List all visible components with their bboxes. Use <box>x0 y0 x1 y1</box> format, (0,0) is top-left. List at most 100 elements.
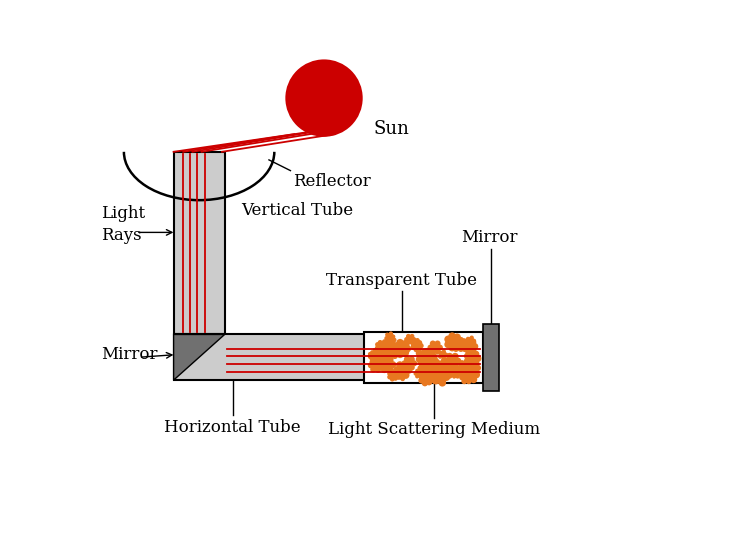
Text: Light: Light <box>101 205 145 222</box>
Circle shape <box>405 366 413 374</box>
Circle shape <box>462 379 467 384</box>
Circle shape <box>468 369 475 376</box>
Circle shape <box>433 377 437 381</box>
Circle shape <box>429 375 433 379</box>
Circle shape <box>451 362 459 369</box>
Circle shape <box>464 357 471 364</box>
Circle shape <box>411 339 415 344</box>
Circle shape <box>388 371 398 380</box>
Circle shape <box>443 373 450 381</box>
Circle shape <box>462 338 467 343</box>
Circle shape <box>437 361 444 368</box>
Circle shape <box>391 338 396 342</box>
Circle shape <box>415 369 419 373</box>
Circle shape <box>370 350 374 354</box>
Circle shape <box>370 360 374 364</box>
Circle shape <box>396 350 404 358</box>
Circle shape <box>454 357 462 364</box>
Circle shape <box>399 347 407 356</box>
Circle shape <box>413 372 418 376</box>
Circle shape <box>425 353 431 360</box>
Circle shape <box>472 359 479 366</box>
Circle shape <box>394 341 408 355</box>
Circle shape <box>418 369 423 373</box>
Circle shape <box>392 372 397 376</box>
Circle shape <box>424 359 431 366</box>
Circle shape <box>451 353 459 360</box>
Circle shape <box>377 362 383 368</box>
Circle shape <box>401 360 407 367</box>
Circle shape <box>375 346 380 350</box>
Circle shape <box>418 377 425 383</box>
Circle shape <box>398 375 402 379</box>
Circle shape <box>426 379 432 386</box>
Circle shape <box>384 347 390 353</box>
Circle shape <box>396 372 404 379</box>
Circle shape <box>432 368 438 374</box>
Circle shape <box>411 343 415 348</box>
Circle shape <box>444 341 452 348</box>
Circle shape <box>421 358 428 364</box>
Circle shape <box>459 360 466 368</box>
Circle shape <box>453 346 459 352</box>
Circle shape <box>467 368 472 373</box>
Circle shape <box>427 362 435 369</box>
Circle shape <box>385 354 393 361</box>
Circle shape <box>406 340 411 345</box>
Circle shape <box>399 352 404 357</box>
Circle shape <box>386 335 395 345</box>
Circle shape <box>450 341 457 348</box>
Circle shape <box>385 340 390 345</box>
Circle shape <box>381 358 393 372</box>
Circle shape <box>393 376 398 381</box>
Circle shape <box>390 341 395 346</box>
Circle shape <box>373 348 377 352</box>
Circle shape <box>428 376 435 383</box>
Circle shape <box>459 345 463 349</box>
Circle shape <box>424 356 431 363</box>
Circle shape <box>393 370 398 375</box>
Circle shape <box>436 362 441 367</box>
Circle shape <box>386 333 393 341</box>
Circle shape <box>457 371 462 376</box>
Circle shape <box>387 334 392 339</box>
Circle shape <box>429 364 434 369</box>
Circle shape <box>458 362 472 375</box>
Circle shape <box>404 337 409 342</box>
Circle shape <box>420 372 424 376</box>
Circle shape <box>417 340 422 345</box>
Circle shape <box>442 356 446 360</box>
Circle shape <box>385 341 395 350</box>
Circle shape <box>376 359 379 362</box>
Circle shape <box>430 377 435 381</box>
Circle shape <box>418 365 424 372</box>
Circle shape <box>385 340 390 345</box>
Circle shape <box>446 353 453 360</box>
Circle shape <box>398 368 402 373</box>
Circle shape <box>403 352 407 357</box>
Circle shape <box>453 339 464 350</box>
Circle shape <box>373 351 377 355</box>
Circle shape <box>470 342 474 346</box>
Circle shape <box>387 341 392 346</box>
Circle shape <box>424 358 429 363</box>
Circle shape <box>371 355 376 359</box>
Circle shape <box>378 361 385 368</box>
Circle shape <box>394 368 399 373</box>
Circle shape <box>386 363 390 367</box>
Circle shape <box>459 375 465 380</box>
Circle shape <box>396 375 401 380</box>
Text: Mirror: Mirror <box>461 229 517 246</box>
Circle shape <box>391 334 396 339</box>
Circle shape <box>424 366 429 371</box>
Circle shape <box>386 356 393 363</box>
Circle shape <box>435 375 439 379</box>
Circle shape <box>454 343 461 350</box>
Circle shape <box>403 373 407 377</box>
Circle shape <box>374 361 378 365</box>
Circle shape <box>440 370 447 377</box>
Circle shape <box>465 376 472 383</box>
Circle shape <box>418 374 423 379</box>
Circle shape <box>435 372 442 379</box>
Circle shape <box>471 374 477 379</box>
